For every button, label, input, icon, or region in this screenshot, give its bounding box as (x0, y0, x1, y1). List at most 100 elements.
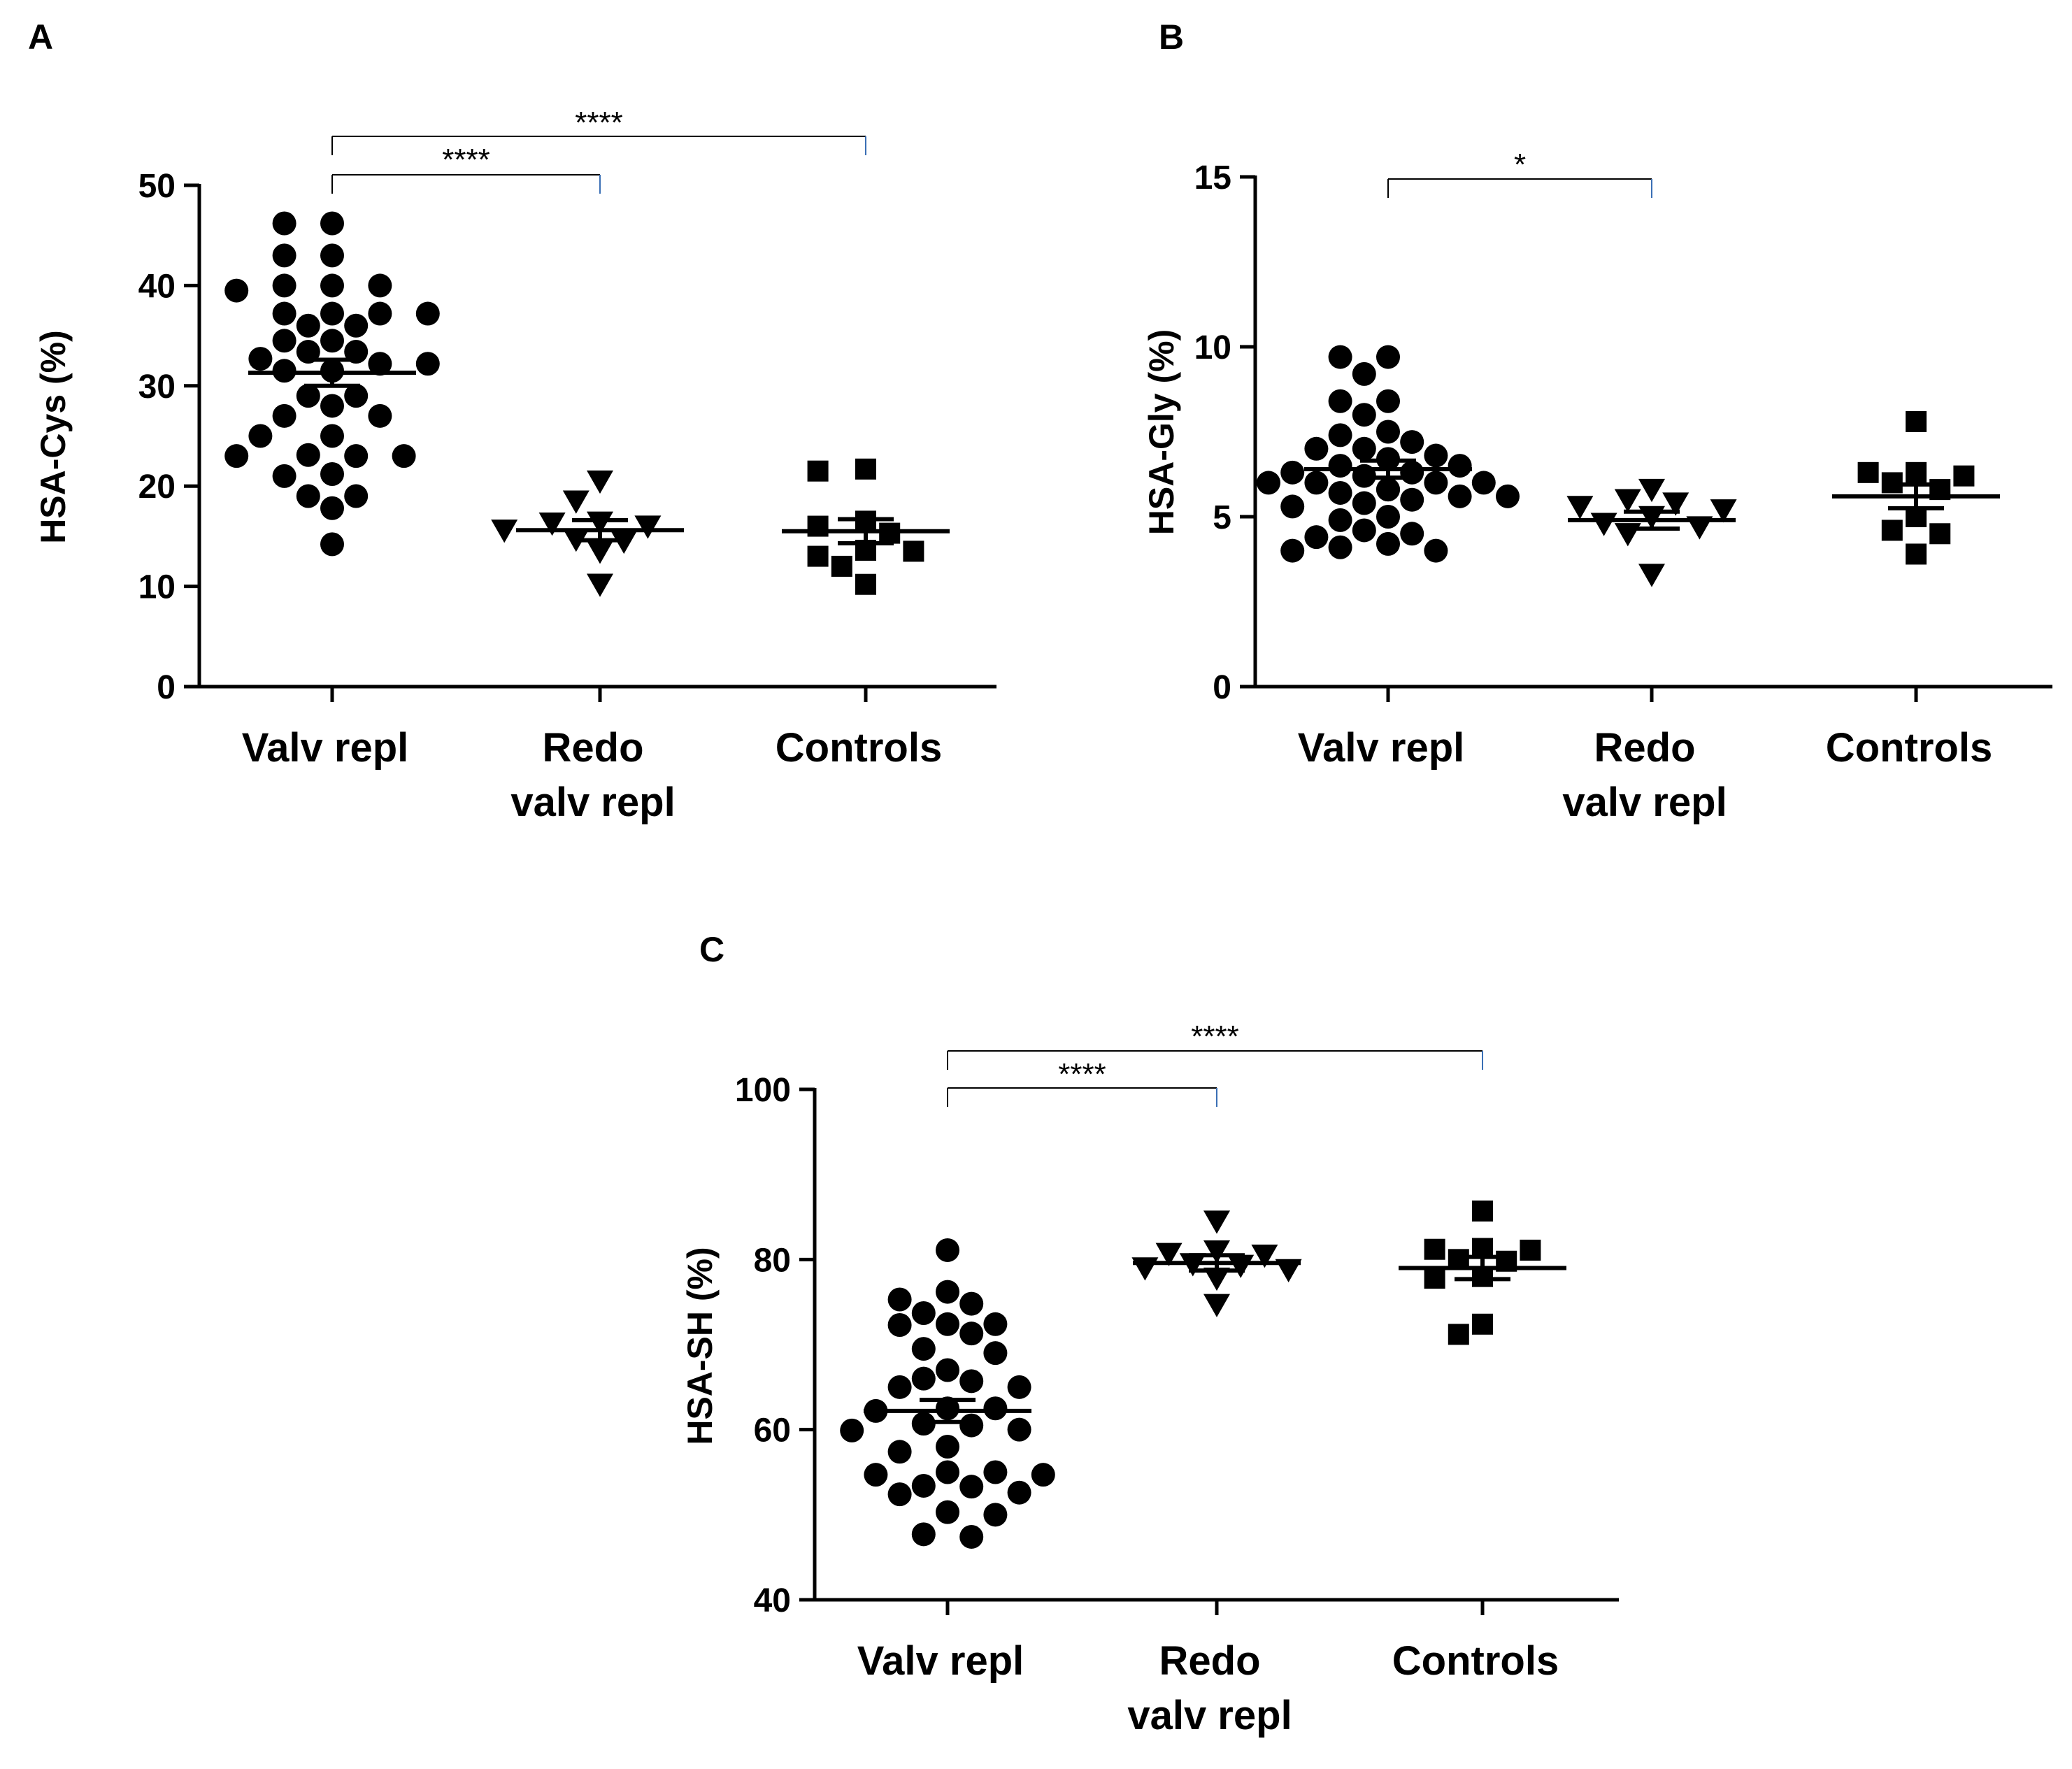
data-point (1203, 1210, 1230, 1234)
data-point (1614, 489, 1641, 513)
data-point (936, 1435, 959, 1459)
data-point (983, 1341, 1008, 1366)
data-point (634, 515, 662, 539)
data-point (959, 1322, 984, 1346)
panel-letter: C (699, 930, 724, 969)
data-point (959, 1369, 984, 1394)
data-point (1227, 1254, 1255, 1278)
data-point (1448, 484, 1472, 508)
significance-label: **** (575, 106, 623, 140)
y-tick-label: 0 (1213, 669, 1231, 706)
x-tick-label: valv repl (510, 780, 675, 825)
data-point (1400, 522, 1424, 546)
data-point (1304, 525, 1329, 550)
data-point (320, 394, 344, 418)
data-point (1352, 491, 1376, 515)
data-point (224, 278, 249, 303)
data-point (959, 1413, 984, 1438)
data-point (959, 1524, 984, 1549)
data-point (1400, 487, 1424, 512)
data-point (320, 211, 344, 236)
data-point (1376, 345, 1400, 369)
data-point (983, 1503, 1008, 1527)
data-point (1352, 361, 1376, 386)
data-point (983, 1396, 1008, 1421)
data-point (1710, 499, 1737, 523)
data-point (344, 484, 369, 508)
x-tick-label: Redo (1159, 1638, 1261, 1684)
data-point (368, 301, 392, 326)
data-point (1352, 518, 1376, 543)
data-point (1007, 1480, 1031, 1505)
data-point (587, 540, 613, 564)
data-point (1376, 420, 1400, 444)
data-point (1906, 461, 1927, 483)
y-axis-label: HSA-Gly (%) (1142, 329, 1181, 535)
data-point (1400, 460, 1424, 485)
data-point (296, 443, 320, 467)
data-point (1881, 520, 1903, 541)
y-axis-label: HSA-SH (%) (680, 1247, 720, 1445)
data-point (911, 1337, 936, 1361)
data-point (831, 555, 852, 577)
data-point (1007, 1417, 1031, 1442)
data-point (1280, 538, 1305, 563)
significance-label: **** (442, 143, 490, 177)
data-point (296, 384, 320, 408)
data-point (936, 1312, 959, 1336)
data-point (1448, 1324, 1469, 1345)
data-point (1251, 1245, 1278, 1268)
significance-label: **** (1058, 1057, 1106, 1091)
data-point (983, 1460, 1008, 1484)
data-point (911, 1366, 936, 1391)
data-point (1857, 461, 1879, 483)
data-point (320, 532, 344, 557)
data-point (1376, 531, 1400, 556)
data-point (392, 444, 416, 468)
data-point (1376, 389, 1400, 413)
series-2 (1566, 478, 1737, 587)
y-tick-label: 0 (157, 669, 176, 706)
data-point (320, 329, 344, 353)
data-point (1376, 505, 1400, 529)
x-tick-label: valv repl (1127, 1693, 1292, 1738)
data-point (344, 384, 369, 408)
y-tick-label: 20 (138, 468, 176, 506)
data-point (887, 1375, 912, 1399)
series-2 (491, 470, 684, 597)
data-point (272, 211, 296, 236)
data-point (491, 520, 518, 543)
data-point (320, 424, 344, 448)
series-1 (840, 1238, 1055, 1549)
data-point (368, 403, 392, 428)
x-tick-label: Controls (1826, 725, 1992, 771)
data-point (1352, 403, 1376, 427)
data-point (1590, 513, 1617, 536)
data-point (1328, 423, 1352, 447)
data-point (272, 273, 296, 298)
data-point (936, 1358, 959, 1382)
data-point (1906, 410, 1927, 432)
data-point (1328, 345, 1352, 369)
panel-a: A 0 10 20 30 40 50 HSA-Cys (%) Valv repl Redo valv… (28, 17, 996, 825)
data-point (1007, 1375, 1031, 1399)
y-tick-label: 50 (138, 168, 176, 205)
data-point (1520, 1239, 1541, 1261)
series-3 (1399, 1200, 1566, 1345)
data-point (1376, 478, 1400, 502)
data-point (1328, 389, 1352, 413)
data-point (1328, 535, 1352, 559)
series-1 (1257, 345, 1520, 563)
y-tick-label: 100 (735, 1072, 791, 1109)
panel-c: C 40 60 80 100 HSA-SH (%) Valv repl Redo valv re… (680, 930, 1619, 1738)
data-point (1448, 454, 1472, 478)
data-point (1203, 1240, 1230, 1264)
data-point (320, 461, 344, 486)
data-point (296, 313, 320, 338)
panel-b: B 0 5 10 15 HSA-Gly (%) Valv repl Redo valv repl… (1142, 17, 2052, 825)
data-point (368, 273, 392, 298)
x-tick-label: Valv repl (857, 1638, 1024, 1684)
series-2 (1131, 1210, 1302, 1317)
data-point (320, 301, 344, 326)
data-point (1424, 443, 1448, 468)
